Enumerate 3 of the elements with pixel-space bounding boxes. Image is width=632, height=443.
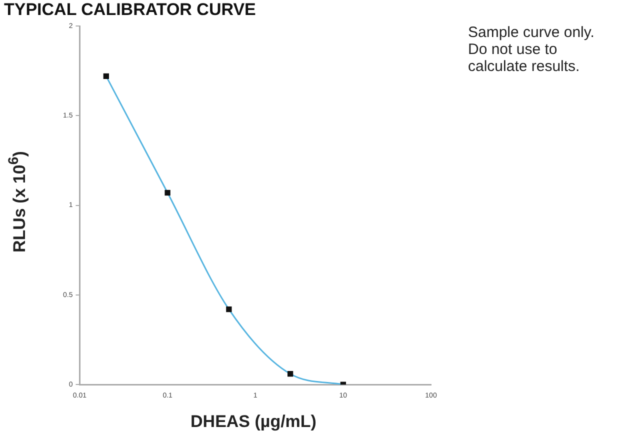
chart-title: TYPICAL CALIBRATOR CURVE — [4, 0, 256, 20]
x-axis-title: DHEAS (µg/mL) — [190, 412, 318, 432]
text: Sample curve only. Do not use to calculate results. — [468, 24, 596, 75]
